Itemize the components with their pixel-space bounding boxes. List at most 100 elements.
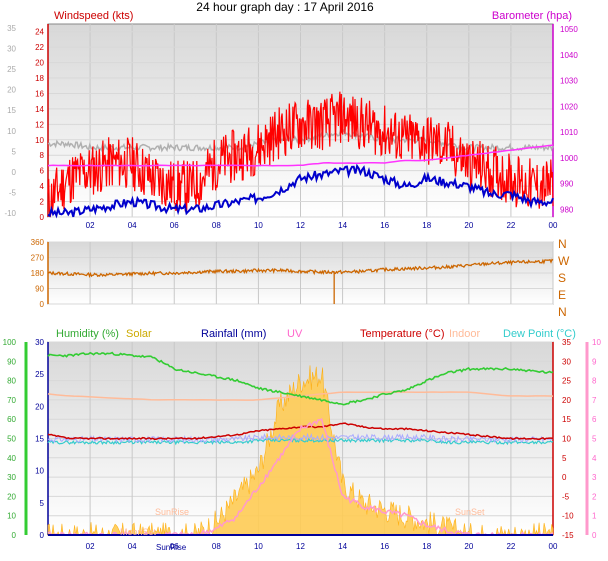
humidity-tick-label: 80 xyxy=(7,377,16,386)
humidity-tick-label: 40 xyxy=(7,454,16,463)
humidity-tick-label: 60 xyxy=(7,415,16,424)
humidity-tick-label: 100 xyxy=(3,338,17,347)
top-x-tick-label: 18 xyxy=(422,221,431,230)
top-wind-tick-label: 16 xyxy=(35,89,44,98)
moonset-annotation: MoonSet xyxy=(120,527,157,537)
uv-tick-label: 4 xyxy=(592,454,597,463)
top-wind-tick-label: 2 xyxy=(40,198,45,207)
wind-average-line xyxy=(47,163,554,219)
top-x-tick-label: 12 xyxy=(296,221,305,230)
top-outer-tick-label: -5 xyxy=(9,188,17,197)
humidity-label: Humidity (%) xyxy=(56,328,119,340)
top-x-tick-label: 04 xyxy=(128,221,137,230)
uv-tick-label: 10 xyxy=(592,338,601,347)
barometer-line xyxy=(47,144,554,167)
temp-tick-label: 10 xyxy=(562,435,571,444)
mid-tick-label: 360 xyxy=(31,238,45,247)
top-baro-tick-label: 1040 xyxy=(560,51,578,60)
top-wind-tick-label: 20 xyxy=(35,59,44,68)
temp-tick-label: 35 xyxy=(562,338,571,347)
humidity-tick-label: 90 xyxy=(7,357,16,366)
rain-tick-label: 30 xyxy=(35,338,44,347)
dir-label-n: N xyxy=(558,237,567,251)
rain-tick-label: 10 xyxy=(35,467,44,476)
top-x-tick-label: 22 xyxy=(506,221,515,230)
bottom-x-tick-label: 18 xyxy=(422,542,431,551)
humidity-tick-label: 10 xyxy=(7,512,16,521)
top-x-tick-label: 00 xyxy=(549,221,558,230)
uv-tick-label: 6 xyxy=(592,415,597,424)
bottom-x-tick-label: 00 xyxy=(549,542,558,551)
top-baro-tick-label: 1000 xyxy=(560,154,578,163)
top-x-tick-label: 10 xyxy=(254,221,263,230)
temp-tick-label: 25 xyxy=(562,377,571,386)
top-baro-tick-label: 1030 xyxy=(560,77,578,86)
bottom-x-tick-label: 20 xyxy=(464,542,473,551)
bottom-series xyxy=(47,351,554,537)
bottom-x-tick-label: 14 xyxy=(338,542,347,551)
humidity-tick-label: 0 xyxy=(12,531,17,540)
dir-label-e: E xyxy=(558,288,566,302)
mid-tick-label: 180 xyxy=(31,269,45,278)
extra-trace-line xyxy=(47,432,554,444)
mid-tick-label: 90 xyxy=(35,285,44,294)
uv-tick-label: 5 xyxy=(592,435,597,444)
top-x-tick-label: 14 xyxy=(338,221,347,230)
top-x-tick-label: 16 xyxy=(380,221,389,230)
top-series xyxy=(47,91,554,219)
barometer-label: Barometer (hpa) xyxy=(492,10,572,22)
top-baro-tick-label: 980 xyxy=(560,205,574,214)
dir-label-w: W xyxy=(558,254,570,268)
mid-series xyxy=(47,258,554,304)
top-axes: 02 04 06 08 10 12 14 16 18 20 22 000246810121416182… xyxy=(4,24,578,230)
top-wind-tick-label: 24 xyxy=(35,28,44,37)
uv-tick-label: 1 xyxy=(592,512,597,521)
humidity-line xyxy=(47,351,554,406)
rain-tick-label: 0 xyxy=(40,531,45,540)
dir-label-n2: N xyxy=(558,305,567,319)
wind-gust-line xyxy=(47,91,554,218)
uv-label: UV xyxy=(287,328,303,340)
top-wind-tick-label: 0 xyxy=(40,213,45,222)
bottom-x-tick-label: 10 xyxy=(254,542,263,551)
temperature-label: Temperature (°C) xyxy=(360,328,444,340)
uv-tick-label: 8 xyxy=(592,377,597,386)
top-outer-tick-label: 10 xyxy=(7,127,16,136)
top-x-tick-label: 06 xyxy=(170,221,179,230)
mid-axes: 0 90 180 270 360 xyxy=(31,238,554,309)
top-wind-tick-label: 18 xyxy=(35,74,44,83)
temp-tick-label: 0 xyxy=(562,473,567,482)
top-wind-tick-label: 12 xyxy=(35,120,44,129)
wind-direction-line xyxy=(47,258,554,279)
bottom-x-tick-label: 06 xyxy=(170,542,179,551)
indoor-label: Indoor xyxy=(449,328,481,340)
windspeed-label: Windspeed (kts) xyxy=(54,10,133,22)
bottom-x-tick-label: 22 xyxy=(506,542,515,551)
humidity-tick-label: 50 xyxy=(7,435,16,444)
humidity-tick-label: 20 xyxy=(7,492,16,501)
temp-tick-label: -5 xyxy=(562,492,570,501)
top-x-tick-label: 20 xyxy=(464,221,473,230)
sunrise-annotation: SunRise xyxy=(155,507,189,517)
top-wind-tick-label: 8 xyxy=(40,151,45,160)
top-outer-tick-label: -10 xyxy=(4,209,16,218)
top-baro-tick-label: 990 xyxy=(560,180,574,189)
uv-tick-label: 7 xyxy=(592,396,597,405)
solar-label: Solar xyxy=(126,328,152,340)
chart-title: 24 hour graph day : 17 April 2016 xyxy=(196,0,374,14)
top-outer-tick-label: 5 xyxy=(12,147,17,156)
dir-label-s: S xyxy=(558,271,566,285)
temp-tick-label: -10 xyxy=(562,512,574,521)
temp-tick-label: 20 xyxy=(562,396,571,405)
top-outer-tick-label: 35 xyxy=(7,24,16,33)
bottom-x-tick-label: 08 xyxy=(212,542,221,551)
top-baro-tick-label: 1020 xyxy=(560,102,578,111)
top-outer-tick-label: 15 xyxy=(7,106,16,115)
top-outer-tick-label: 30 xyxy=(7,45,16,54)
uv-tick-label: 2 xyxy=(592,492,597,501)
temp-tick-label: 30 xyxy=(562,357,571,366)
top-wind-tick-label: 22 xyxy=(35,43,44,52)
top-outer-tick-label: 25 xyxy=(7,65,16,74)
bottom-x-tick-label: 16 xyxy=(380,542,389,551)
top-wind-tick-label: 4 xyxy=(40,182,45,191)
